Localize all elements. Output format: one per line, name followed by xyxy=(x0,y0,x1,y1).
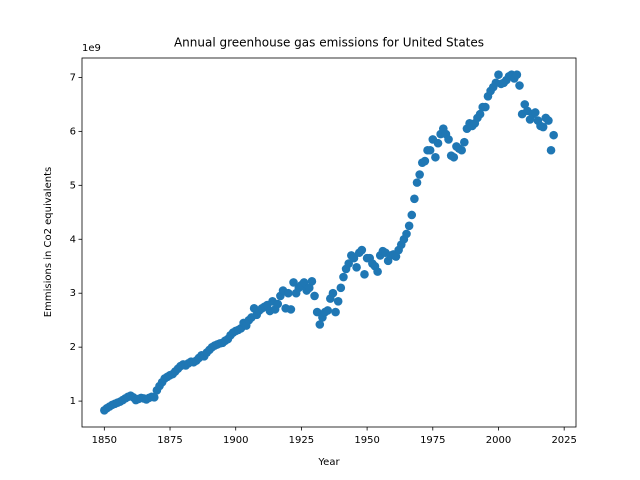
point xyxy=(357,245,367,255)
point xyxy=(546,145,556,155)
y-tick-label: 1 xyxy=(70,396,76,407)
point xyxy=(402,229,411,239)
point xyxy=(481,102,490,112)
point xyxy=(544,116,553,125)
y-tick-label: 7 xyxy=(70,72,76,83)
point xyxy=(457,145,466,155)
y-axis-label: Emmisions in Co2 equivalents xyxy=(43,167,54,317)
x-tick-label: 1900 xyxy=(223,435,248,446)
point xyxy=(494,70,503,80)
point xyxy=(431,152,440,162)
point xyxy=(310,291,319,301)
point xyxy=(407,210,417,220)
point xyxy=(304,283,314,293)
point xyxy=(444,135,453,144)
point xyxy=(404,221,414,231)
y-offset-label: 1e9 xyxy=(82,43,101,54)
point xyxy=(410,194,419,204)
point xyxy=(449,152,459,162)
x-tick-label: 1925 xyxy=(289,435,314,446)
point xyxy=(286,305,296,314)
point xyxy=(538,122,548,132)
point xyxy=(415,170,424,179)
y-tick-label: 5 xyxy=(70,180,76,191)
point xyxy=(352,263,361,272)
point xyxy=(475,109,485,119)
y-tick-label: 4 xyxy=(70,234,76,245)
point xyxy=(273,299,283,309)
x-tick-label: 1875 xyxy=(157,435,182,446)
point xyxy=(512,70,522,80)
point xyxy=(412,178,422,187)
point xyxy=(391,252,401,261)
point xyxy=(336,283,346,293)
point xyxy=(373,267,382,276)
point xyxy=(420,156,430,166)
point xyxy=(323,306,332,315)
point xyxy=(331,307,340,317)
point xyxy=(333,297,343,306)
point xyxy=(283,288,293,298)
point xyxy=(312,307,322,317)
x-tick-label: 2000 xyxy=(486,435,511,446)
point xyxy=(520,100,530,109)
point xyxy=(299,278,309,287)
point xyxy=(289,278,298,287)
point xyxy=(349,253,359,263)
point xyxy=(315,320,325,329)
x-axis-label: Year xyxy=(317,457,340,468)
x-tick-label: 1850 xyxy=(92,435,117,446)
point xyxy=(549,130,558,140)
point xyxy=(328,288,338,298)
point xyxy=(460,137,469,147)
chart-title: Annual greenhouse gas emissions for Unit… xyxy=(174,36,484,50)
point xyxy=(530,108,540,117)
point xyxy=(433,138,443,148)
x-tick-label: 1950 xyxy=(354,435,379,446)
y-tick-label: 3 xyxy=(70,288,76,299)
y-tick-label: 6 xyxy=(70,126,76,137)
y-tick-label: 2 xyxy=(70,342,76,353)
point xyxy=(515,81,524,90)
point xyxy=(360,270,369,279)
point xyxy=(149,393,159,402)
x-tick-label: 2025 xyxy=(551,435,576,446)
point xyxy=(344,259,354,268)
x-tick-label: 1975 xyxy=(420,435,445,446)
point xyxy=(425,145,435,155)
plot-frame xyxy=(81,57,577,428)
point xyxy=(307,277,317,286)
point xyxy=(339,272,348,282)
